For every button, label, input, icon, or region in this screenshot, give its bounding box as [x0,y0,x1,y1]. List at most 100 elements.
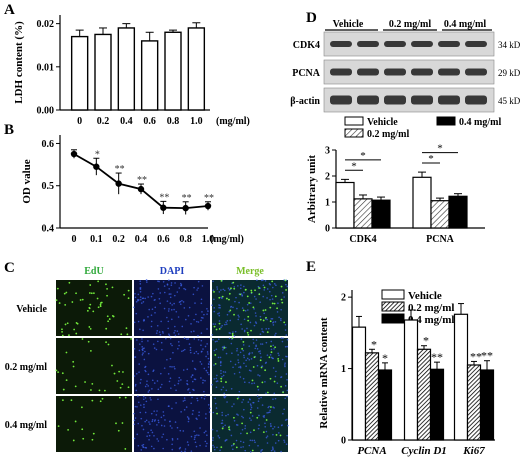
b-y-label: OD value [21,159,33,203]
a-x-tick-label: 0.4 [120,116,133,127]
d-significance-mark: * [351,160,357,172]
d-blot-band [411,41,433,47]
a-error-bar [99,27,107,35]
e-bar [403,319,419,441]
d-lane-label: 0.4 mg/ml [444,19,486,30]
a-error-bar [145,31,154,41]
b-point [137,185,145,193]
d-blot-membrane [323,59,495,85]
d-blot-row-label: PCNA [292,68,321,79]
e-error-bar [458,303,464,315]
a-bar [117,27,136,111]
e-bar [429,368,445,441]
d-y-tick-label: 3 [325,146,330,157]
d-bar [412,176,432,229]
d-lane-label: 0.2 mg/ml [389,19,431,30]
d-blot-band [330,41,352,47]
d-blot-size-label: 29 kDa [498,68,520,78]
e-y-label: Relative mRNA content [318,317,330,429]
d-blot-band [357,95,379,105]
e-significance-mark: ** [481,349,493,363]
b-x-unit: (mg/ml) [210,234,244,245]
e-bar [416,348,432,441]
b-x-tick-label: 0.4 [135,234,148,245]
e-bar [351,326,367,441]
panel-letter-e: E [306,259,316,275]
d-blot-band [411,68,433,76]
a-x-tick-label: 1.0 [190,116,203,127]
d-blot-band [384,41,406,47]
d-bar [448,195,468,229]
b-point [70,150,78,158]
e-legend-swatch [381,301,405,312]
panel-letter-c: C [4,260,15,276]
e-legend-swatch [381,289,405,300]
b-point [182,204,189,212]
e-error-bar [434,361,440,370]
d-error-bar [377,196,385,201]
b-y-tick-label: 0.5 [42,181,55,192]
d-blot-row-label: β-actin [290,96,320,107]
a-bar [70,35,89,111]
d-blot-band [465,95,487,105]
panel-letter-b: B [4,122,14,138]
b-significance-mark: ** [182,193,192,204]
d-blot-band [465,68,487,76]
a-x-tick-label: 0.6 [143,116,156,127]
d-error-bar [436,197,444,201]
c-micrograph-image [134,396,210,452]
d-blot-band [384,95,406,105]
b-x-tick-label: 1.0 [202,234,215,245]
b-point [93,163,100,170]
b-significance-mark: ** [204,193,214,204]
e-error-bar [382,362,388,370]
b-point [204,202,212,210]
d-legend-swatch [436,116,456,126]
c-micrograph-image [56,396,132,452]
d-legend-swatch [344,116,364,126]
c-micrograph-image [212,280,288,336]
c-row-label: 0.2 mg/ml [5,362,47,373]
panel-letter-d: D [306,10,317,26]
b-significance-mark: ** [137,175,147,186]
b-x-tick-label: 0.1 [90,234,103,245]
a-error-bar [169,29,177,33]
e-bar [453,313,469,441]
e-y-tick-label: 2 [341,293,346,304]
d-error-bar [454,193,462,197]
d-y-tick-label: 0 [325,224,330,235]
a-x-tick-label: 0.2 [97,116,110,127]
e-legend-label: 0.4 mg/ml [408,314,454,326]
d-blot-band [384,68,406,76]
b-x-tick-label: 0.2 [112,234,125,245]
e-error-bar [408,309,414,320]
d-y-label: Arbitrary unit [306,155,318,223]
d-bar [335,181,355,229]
b-x-tick-label: 0 [72,234,77,245]
a-x-tick-label: 0.8 [167,116,180,127]
e-significance-mark: ** [470,349,482,363]
b-significance-mark: ** [159,192,169,203]
a-error-bar [75,29,84,37]
e-error-bar [369,348,375,353]
e-bar [364,352,380,441]
d-error-bar [418,171,426,178]
e-x-tick-label: Ki67 [462,445,485,457]
d-blot-size-label: 45 kDa [498,96,520,106]
c-micrograph-image [56,338,132,394]
e-error-bar [471,360,477,365]
a-x-unit: (mg/ml) [216,116,250,127]
d-error-bar [341,178,349,183]
b-significance-mark: ** [115,164,125,175]
d-blot-band [465,41,487,47]
d-bar [430,200,450,229]
b-x-tick-label: 0.6 [157,234,170,245]
e-significance-mark: * [371,337,377,351]
e-legend-swatch [381,313,405,324]
a-bar [94,33,112,111]
panel-letter-a: A [4,2,15,18]
e-bar [466,364,482,441]
e-error-bar [484,360,490,370]
e-error-bar [356,315,362,328]
